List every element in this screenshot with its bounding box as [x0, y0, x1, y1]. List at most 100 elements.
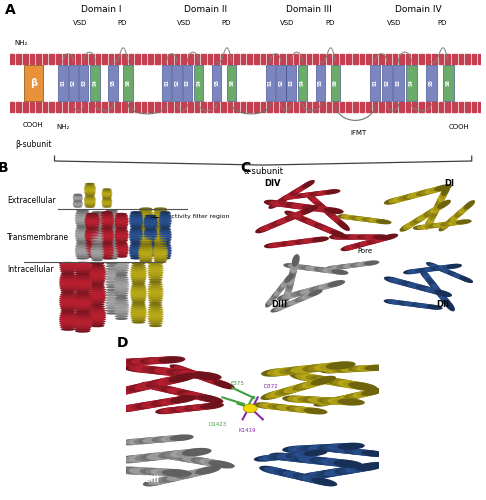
Ellipse shape: [132, 321, 145, 324]
Ellipse shape: [305, 220, 322, 228]
Ellipse shape: [304, 408, 328, 414]
Ellipse shape: [129, 214, 143, 217]
Ellipse shape: [402, 192, 420, 200]
Ellipse shape: [104, 216, 119, 218]
Ellipse shape: [457, 206, 469, 216]
Ellipse shape: [378, 234, 395, 241]
Bar: [168, 102, 173, 112]
Ellipse shape: [407, 192, 425, 198]
Ellipse shape: [295, 450, 318, 458]
Ellipse shape: [60, 291, 76, 294]
Ellipse shape: [302, 476, 328, 484]
Ellipse shape: [114, 285, 129, 288]
Ellipse shape: [168, 373, 197, 382]
Ellipse shape: [91, 257, 104, 260]
Ellipse shape: [306, 375, 335, 384]
Ellipse shape: [89, 305, 105, 308]
Bar: [445, 102, 450, 112]
Ellipse shape: [433, 286, 444, 298]
Ellipse shape: [138, 234, 154, 238]
Ellipse shape: [292, 264, 309, 270]
Ellipse shape: [413, 225, 429, 230]
Ellipse shape: [295, 288, 313, 296]
Ellipse shape: [74, 292, 91, 295]
Ellipse shape: [143, 236, 158, 239]
Ellipse shape: [291, 290, 309, 297]
Ellipse shape: [313, 190, 329, 196]
Ellipse shape: [75, 254, 90, 256]
Ellipse shape: [264, 467, 290, 475]
Ellipse shape: [139, 222, 153, 225]
Bar: [276, 65, 285, 101]
Ellipse shape: [326, 446, 349, 453]
Ellipse shape: [147, 271, 164, 274]
Ellipse shape: [281, 194, 297, 200]
Ellipse shape: [373, 234, 390, 240]
Bar: [23, 102, 28, 112]
Ellipse shape: [139, 228, 153, 230]
Ellipse shape: [159, 226, 171, 228]
Ellipse shape: [196, 403, 220, 409]
Ellipse shape: [152, 451, 182, 460]
Ellipse shape: [114, 266, 129, 270]
Ellipse shape: [274, 286, 283, 296]
Ellipse shape: [172, 471, 197, 480]
Bar: [122, 102, 127, 112]
Ellipse shape: [76, 210, 89, 214]
Ellipse shape: [344, 366, 368, 372]
Ellipse shape: [130, 288, 147, 292]
Ellipse shape: [100, 248, 114, 250]
Ellipse shape: [73, 196, 83, 198]
Bar: [161, 54, 166, 64]
Ellipse shape: [444, 270, 458, 276]
Ellipse shape: [151, 384, 177, 393]
Ellipse shape: [430, 288, 448, 296]
Ellipse shape: [411, 284, 429, 291]
Ellipse shape: [327, 366, 351, 373]
Ellipse shape: [104, 248, 119, 252]
Ellipse shape: [100, 222, 114, 225]
Ellipse shape: [102, 194, 112, 196]
Ellipse shape: [90, 239, 104, 242]
Ellipse shape: [59, 302, 77, 306]
Bar: [181, 102, 186, 112]
Ellipse shape: [281, 292, 299, 300]
Ellipse shape: [452, 210, 464, 220]
Ellipse shape: [283, 276, 292, 285]
Text: IFMT: IFMT: [350, 130, 367, 136]
Ellipse shape: [167, 472, 192, 481]
Bar: [353, 102, 358, 112]
Ellipse shape: [73, 200, 82, 202]
Ellipse shape: [130, 274, 147, 278]
Ellipse shape: [307, 206, 328, 212]
Bar: [286, 65, 296, 101]
Ellipse shape: [434, 202, 448, 211]
Ellipse shape: [265, 389, 290, 398]
Text: S6: S6: [333, 80, 338, 86]
Ellipse shape: [434, 200, 443, 211]
Ellipse shape: [337, 214, 353, 220]
Ellipse shape: [143, 221, 158, 224]
Bar: [227, 102, 232, 112]
Ellipse shape: [303, 238, 320, 244]
Bar: [69, 54, 74, 64]
Ellipse shape: [144, 230, 157, 234]
Ellipse shape: [144, 252, 157, 254]
Ellipse shape: [114, 269, 129, 272]
Ellipse shape: [273, 242, 290, 247]
Ellipse shape: [139, 468, 170, 476]
Ellipse shape: [73, 200, 82, 202]
Ellipse shape: [134, 468, 164, 475]
Ellipse shape: [448, 271, 461, 278]
Ellipse shape: [154, 224, 167, 226]
Ellipse shape: [88, 316, 106, 319]
Ellipse shape: [74, 314, 91, 317]
Ellipse shape: [156, 468, 187, 476]
Ellipse shape: [59, 316, 77, 320]
Ellipse shape: [153, 236, 168, 240]
Ellipse shape: [102, 191, 112, 193]
Ellipse shape: [102, 203, 112, 205]
Ellipse shape: [115, 252, 128, 255]
Bar: [406, 54, 410, 64]
Bar: [254, 102, 259, 112]
